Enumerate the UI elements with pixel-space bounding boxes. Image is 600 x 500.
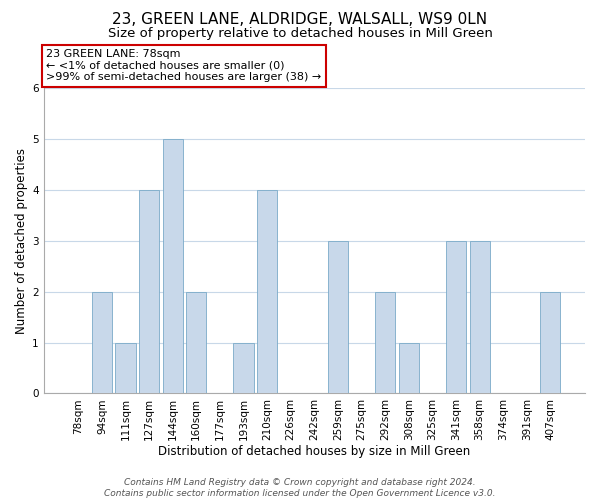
Bar — [115, 342, 136, 394]
Bar — [541, 292, 560, 394]
Bar — [328, 241, 348, 394]
Text: 23 GREEN LANE: 78sqm
← <1% of detached houses are smaller (0)
>99% of semi-detac: 23 GREEN LANE: 78sqm ← <1% of detached h… — [46, 49, 322, 82]
Bar — [446, 241, 466, 394]
Bar — [186, 292, 206, 394]
Bar — [139, 190, 159, 394]
Bar — [92, 292, 112, 394]
Bar — [470, 241, 490, 394]
Bar — [375, 292, 395, 394]
X-axis label: Distribution of detached houses by size in Mill Green: Distribution of detached houses by size … — [158, 444, 470, 458]
Text: 23, GREEN LANE, ALDRIDGE, WALSALL, WS9 0LN: 23, GREEN LANE, ALDRIDGE, WALSALL, WS9 0… — [112, 12, 488, 28]
Bar — [233, 342, 254, 394]
Bar — [163, 139, 183, 394]
Bar — [399, 342, 419, 394]
Y-axis label: Number of detached properties: Number of detached properties — [15, 148, 28, 334]
Text: Size of property relative to detached houses in Mill Green: Size of property relative to detached ho… — [107, 28, 493, 40]
Text: Contains HM Land Registry data © Crown copyright and database right 2024.
Contai: Contains HM Land Registry data © Crown c… — [104, 478, 496, 498]
Bar — [257, 190, 277, 394]
